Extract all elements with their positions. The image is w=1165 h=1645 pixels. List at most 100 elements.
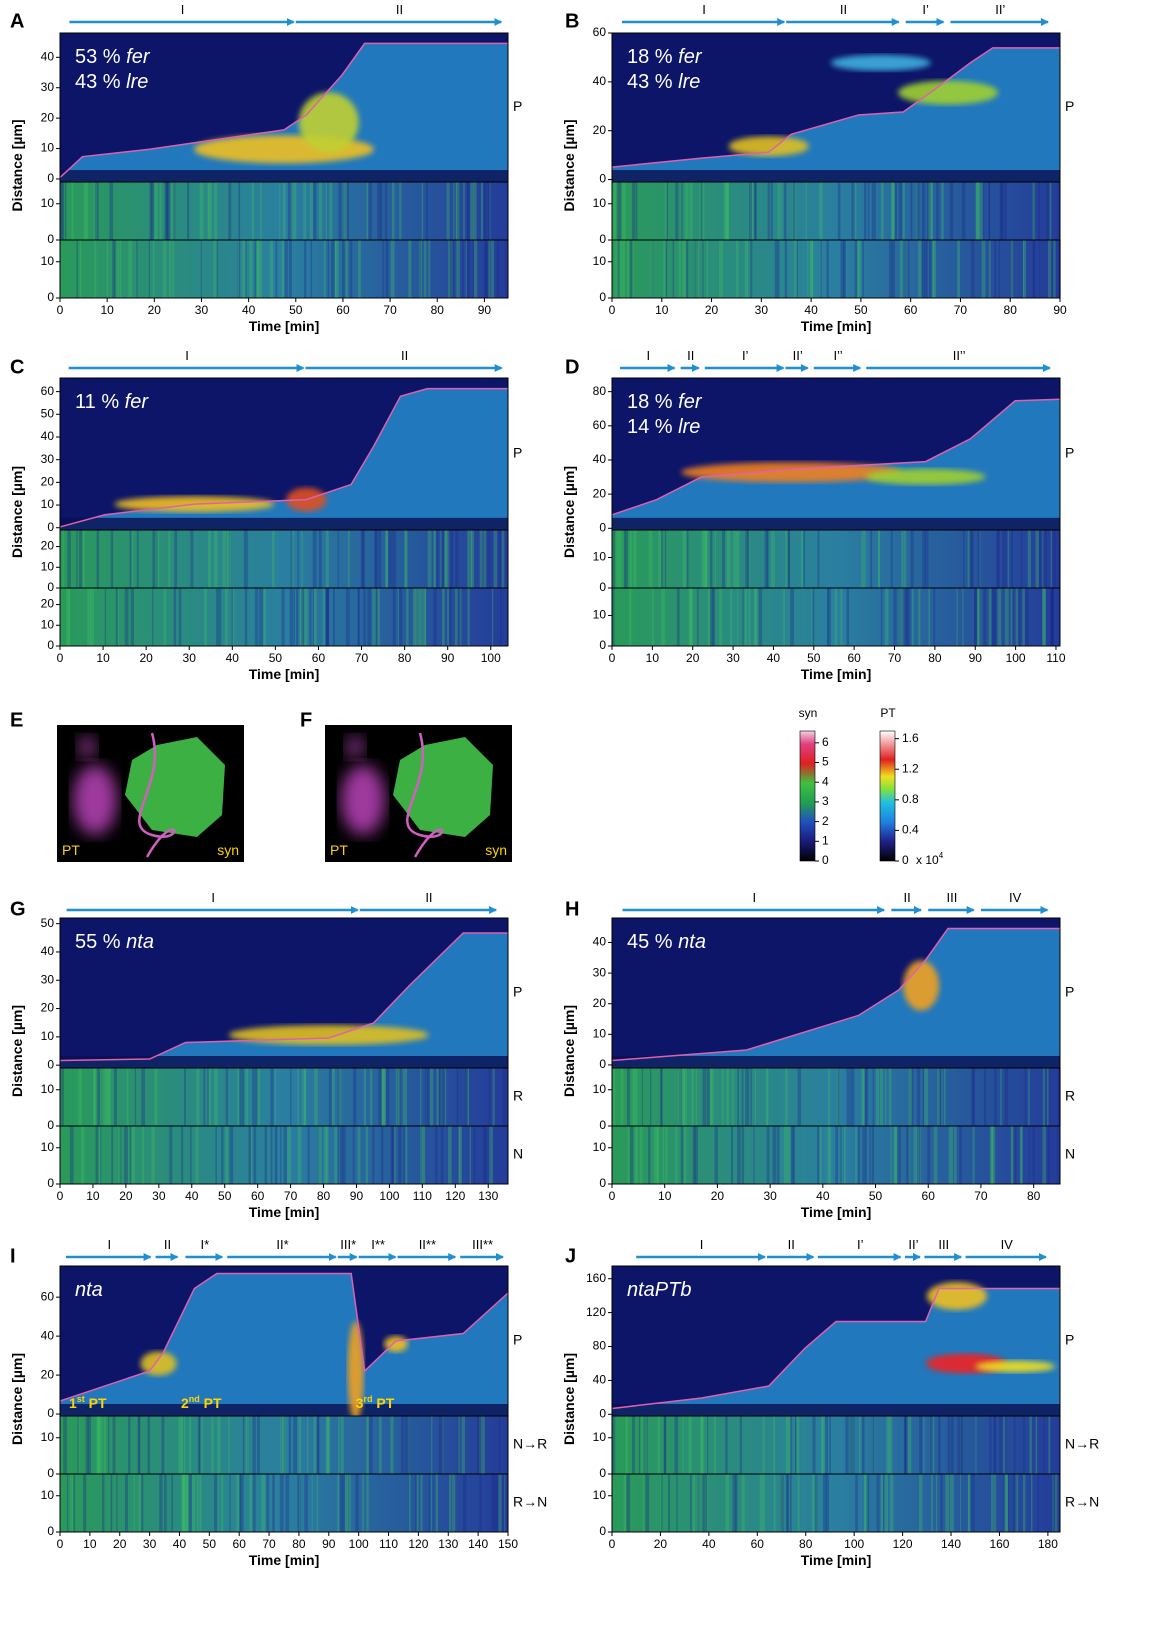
- strip-stripe: [686, 530, 689, 588]
- x-tick-label: 80: [1004, 303, 1018, 317]
- strip-stripe: [239, 1474, 244, 1532]
- strip-stripe: [785, 1416, 788, 1474]
- strip-stripe: [216, 588, 219, 646]
- y-tick-label: 10: [593, 254, 607, 268]
- strip-stripe: [164, 182, 169, 240]
- strip-stripe: [741, 1474, 745, 1532]
- strip-stripe: [726, 182, 729, 240]
- strip-stripe: [836, 1068, 838, 1126]
- strip-stripe: [617, 240, 620, 298]
- strip-stripe: [748, 588, 751, 646]
- strip-stripe: [283, 588, 285, 646]
- strip-stripe: [876, 1474, 880, 1532]
- strip-stripe: [345, 182, 350, 240]
- y-tick-label: 60: [41, 1289, 55, 1303]
- strip-stripe: [1053, 1474, 1056, 1532]
- strip-stripe: [658, 530, 662, 588]
- strip-stripe: [188, 1474, 192, 1532]
- strip-stripe: [797, 1474, 800, 1532]
- side-label: N: [1065, 1146, 1075, 1162]
- strip-stripe: [807, 240, 809, 298]
- strip-stripe: [794, 240, 797, 298]
- strip-stripe: [894, 1126, 899, 1184]
- strip-stripe: [182, 1474, 184, 1532]
- panel-letter: J: [565, 1245, 576, 1267]
- strip-stripe: [612, 530, 616, 588]
- strip-stripe: [90, 588, 94, 646]
- side-label: P: [1065, 445, 1074, 461]
- strip-background: [612, 182, 1060, 240]
- y-tick-label: 0: [599, 172, 606, 186]
- strip-stripe: [906, 588, 909, 646]
- x-tick-label: 10: [655, 303, 669, 317]
- strip-stripe: [1058, 1068, 1060, 1126]
- strip-stripe: [650, 1068, 652, 1126]
- strip-stripe: [922, 1068, 925, 1126]
- strip-stripe: [754, 182, 757, 240]
- panel-letter: E: [10, 709, 23, 731]
- strip-stripe: [261, 1474, 266, 1532]
- strip-stripe: [293, 588, 295, 646]
- strip-stripe: [331, 240, 335, 298]
- strip-stripe: [323, 1126, 328, 1184]
- strip-stripe: [270, 1068, 274, 1126]
- strip-background: [612, 588, 1060, 646]
- strip-stripe: [168, 530, 171, 588]
- strip-stripe: [72, 1474, 74, 1532]
- strip-stripe: [880, 1068, 883, 1126]
- strip-stripe: [680, 1126, 684, 1184]
- tube-line: [138, 732, 176, 858]
- strip-stripe: [931, 240, 935, 298]
- strip-stripe: [130, 588, 134, 646]
- strip-stripe: [977, 588, 980, 646]
- strip-stripe: [94, 182, 99, 240]
- strip-stripe: [241, 1068, 245, 1126]
- strip-stripe: [956, 588, 958, 646]
- strip-stripe: [675, 1126, 678, 1184]
- strip-stripe: [1054, 1474, 1058, 1532]
- strip-stripe: [828, 1068, 831, 1126]
- strip-stripe: [137, 1416, 140, 1474]
- y-tick-label: 60: [41, 384, 55, 398]
- strip-stripe: [722, 530, 726, 588]
- y-axis-label: Distance [µm]: [9, 119, 25, 211]
- strip-stripe: [846, 588, 850, 646]
- panel-letter: I: [10, 1245, 16, 1267]
- y-tick-label: 10: [593, 1430, 607, 1444]
- strip-stripe: [690, 1474, 693, 1532]
- x-tick-label: 20: [139, 651, 153, 665]
- x-tick-label: 50: [218, 1189, 232, 1203]
- strip-stripe: [290, 530, 294, 588]
- x-tick-label: 100: [1006, 651, 1026, 665]
- image-label: PT: [62, 842, 80, 858]
- strip-stripe: [972, 1126, 975, 1184]
- strip-stripe: [612, 1416, 616, 1474]
- strip-stripe: [93, 1068, 97, 1126]
- pt-label: 2nd PT: [181, 1394, 222, 1411]
- strip-stripe: [449, 588, 452, 646]
- strip-stripe: [453, 240, 455, 298]
- strip-stripe: [815, 1474, 818, 1532]
- phase-label: II’’: [953, 348, 966, 363]
- strip-stripe: [299, 1474, 301, 1532]
- strip-stripe: [138, 1416, 141, 1474]
- strip-stripe: [228, 1416, 230, 1474]
- strip-background: [612, 240, 1060, 298]
- y-tick-label: 40: [41, 1328, 55, 1342]
- strip-stripe: [256, 1416, 260, 1474]
- strip-stripe: [762, 1416, 765, 1474]
- strip-stripe: [96, 530, 98, 588]
- strip-stripe: [97, 1126, 101, 1184]
- strip-stripe: [98, 1416, 102, 1474]
- strip-stripe: [64, 182, 67, 240]
- strip-stripe: [891, 182, 895, 240]
- strip-stripe: [648, 1126, 651, 1184]
- strip-stripe: [109, 182, 114, 240]
- strip-stripe: [456, 240, 460, 298]
- colorbar-tick-label: 1.2: [902, 761, 919, 775]
- strip-stripe: [325, 1416, 330, 1474]
- strip-stripe: [991, 1126, 994, 1184]
- strip-stripe: [60, 182, 64, 240]
- strip-stripe: [759, 1474, 763, 1532]
